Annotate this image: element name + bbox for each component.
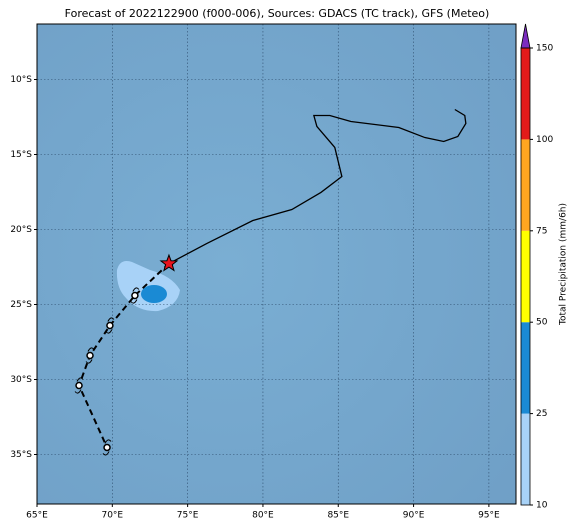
map-title: Forecast of 2022122900 (f000-006), Sourc… [65,7,490,20]
colorbar-tick-label: 50 [536,318,548,328]
cyclone-arm [105,329,113,334]
y-tick-label: 20°S [10,225,32,235]
cyclone-core [86,351,94,360]
cyclone-core [106,321,114,330]
cyclone-arm [130,299,138,304]
y-tick-label: 35°S [10,450,32,460]
x-tick-label: 70°E [101,511,123,521]
x-tick-label: 95°E [478,511,500,521]
cyclone-symbol [74,377,84,394]
current-position [159,253,179,272]
cyclone-arm [74,389,82,394]
colorbar-tick-label: 10 [536,501,548,511]
cyclone-symbol [105,317,115,334]
colorbar-extend [520,23,531,49]
colorbar-label: Total Precipitation (mm/6h) [559,203,569,326]
cyclone-symbol [130,287,140,304]
cyclone-core [75,381,83,390]
y-tick-label: 10°S [10,75,32,85]
colorbar-tick-label: 100 [536,135,553,145]
y-tick-label: 15°S [10,150,32,160]
y-tick-label: 25°S [10,300,32,310]
cyclone-arm [87,347,95,352]
colorbar-tick-label: 25 [536,409,547,419]
precip-moderate [141,285,167,303]
cyclone-arm [76,377,84,382]
map-frame [36,23,517,505]
cyclone-arm [107,317,115,322]
cyclone-symbol [85,347,95,364]
cyclone-arm [132,287,140,292]
x-tick-label: 85°E [327,511,349,521]
colorbar-segment [521,322,530,414]
cyclone-arm [102,451,110,456]
observed-track [168,108,467,265]
cyclone-arm [104,439,112,444]
cyclone-arm [85,359,93,364]
forecast-track [77,262,170,448]
colorbar-tick-label: 75 [536,226,547,236]
x-tick-label: 80°E [252,511,274,521]
y-tick-label: 30°S [10,375,32,385]
colorbar-tick-label: 150 [536,44,553,54]
x-tick-label: 75°E [177,511,199,521]
colorbar-frame [520,47,531,506]
colorbar-segment [521,48,530,140]
x-tick-label: 90°E [403,511,425,521]
cyclone-core [103,443,111,452]
colorbar-segment [521,413,530,505]
ocean [37,24,516,504]
colorbar-segment [521,139,530,231]
colorbar-segment [521,230,530,323]
x-tick-label: 65°E [26,511,48,521]
cyclone-core [131,291,139,300]
cyclone-symbol [102,439,112,456]
